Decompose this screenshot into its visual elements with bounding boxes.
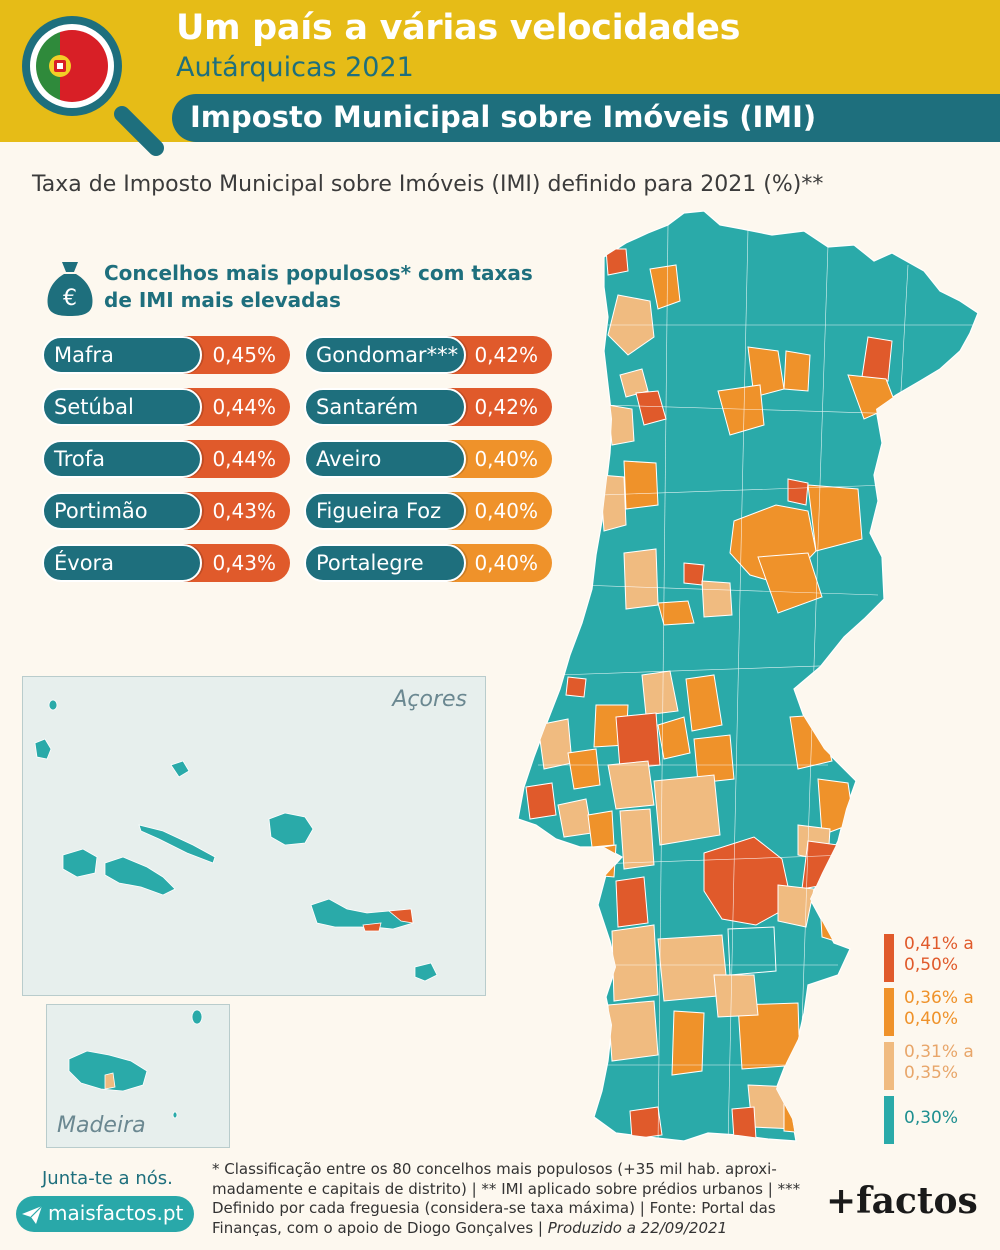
legend-swatch [884,934,894,982]
website-url: maisfactos.pt [48,1201,184,1225]
brand-logo: +factos [826,1180,978,1222]
legend-item: 0,41% a 0,50% [884,934,994,982]
ranking-name: Mafra [42,336,202,374]
legend-label: 0,30% [904,1108,959,1128]
section-title: Imposto Municipal sobre Imóveis (IMI) [190,100,817,134]
legend-label: 0,31% a 0,35% [904,1042,974,1083]
legend-swatch [884,988,894,1036]
footnotes: * Classificação entre os 80 concelhos ma… [212,1160,801,1237]
ranking-item-santarem: 0,42% Santarém [304,388,552,426]
ranking-name: Figueira Foz [304,492,466,530]
madeira-label: Madeira [57,1113,146,1138]
legend-item: 0,36% a 0,40% [884,988,994,1036]
ranking-name: Santarém [304,388,466,426]
ranking-name: Aveiro [304,440,466,478]
legend-label: 0,36% a 0,40% [904,988,974,1029]
portugal-mainland-map [517,210,979,1142]
ranking-item-figueira-foz: 0,40% Figueira Foz [304,492,552,530]
ranking-name: Évora [42,544,202,582]
ranking-name: Portalegre [304,544,466,582]
ranking-item-trofa: 0,44% Trofa [42,440,290,478]
ranking-item-aveiro: 0,40% Aveiro [304,440,552,478]
svg-text:€: € [63,286,77,311]
portugal-flag-magnifier-icon [22,16,164,156]
money-bag-icon: € [47,262,93,316]
page-subtitle: Autárquicas 2021 [176,52,414,83]
legend-item: 0,31% a 0,35% [884,1042,994,1090]
map-caption: Taxa de Imposto Municipal sobre Imóveis … [32,172,824,197]
madeira-inset: Madeira [46,1004,230,1148]
paper-plane-icon [22,1205,43,1224]
ranking-item-evora: 0,43% Évora [42,544,290,582]
legend-swatch [884,1096,894,1144]
ranking-name: Setúbal [42,388,202,426]
ranking-item-portimao: 0,43% Portimão [42,492,290,530]
ranking-heading: Concelhos mais populosos* com taxas de I… [104,261,533,312]
madeira-islands [68,1009,203,1119]
ranking-name: Portimão [42,492,202,530]
production-date: Produzido a 22/09/2021 [547,1218,728,1237]
legend-label: 0,41% a 0,50% [904,934,974,975]
acores-islands [34,699,438,982]
acores-inset: Açores [22,676,486,996]
ranking-item-setubal: 0,44% Setúbal [42,388,290,426]
acores-label: Açores [392,687,467,712]
page-title: Um país a várias velocidades [176,8,741,48]
ranking-item-mafra: 0,45% Mafra [42,336,290,374]
website-link[interactable]: maisfactos.pt [16,1196,194,1232]
ranking-name: Trofa [42,440,202,478]
join-us-text: Junta-te a nós. [42,1168,173,1189]
legend-item: 0,30% [884,1096,994,1144]
ranking-item-portalegre: 0,40% Portalegre [304,544,552,582]
ranking-name: Gondomar*** [304,336,466,374]
legend-swatch [884,1042,894,1090]
section-banner: Imposto Municipal sobre Imóveis (IMI) [172,94,1000,142]
ranking-item-gondomar: 0,42% Gondomar*** [304,336,552,374]
